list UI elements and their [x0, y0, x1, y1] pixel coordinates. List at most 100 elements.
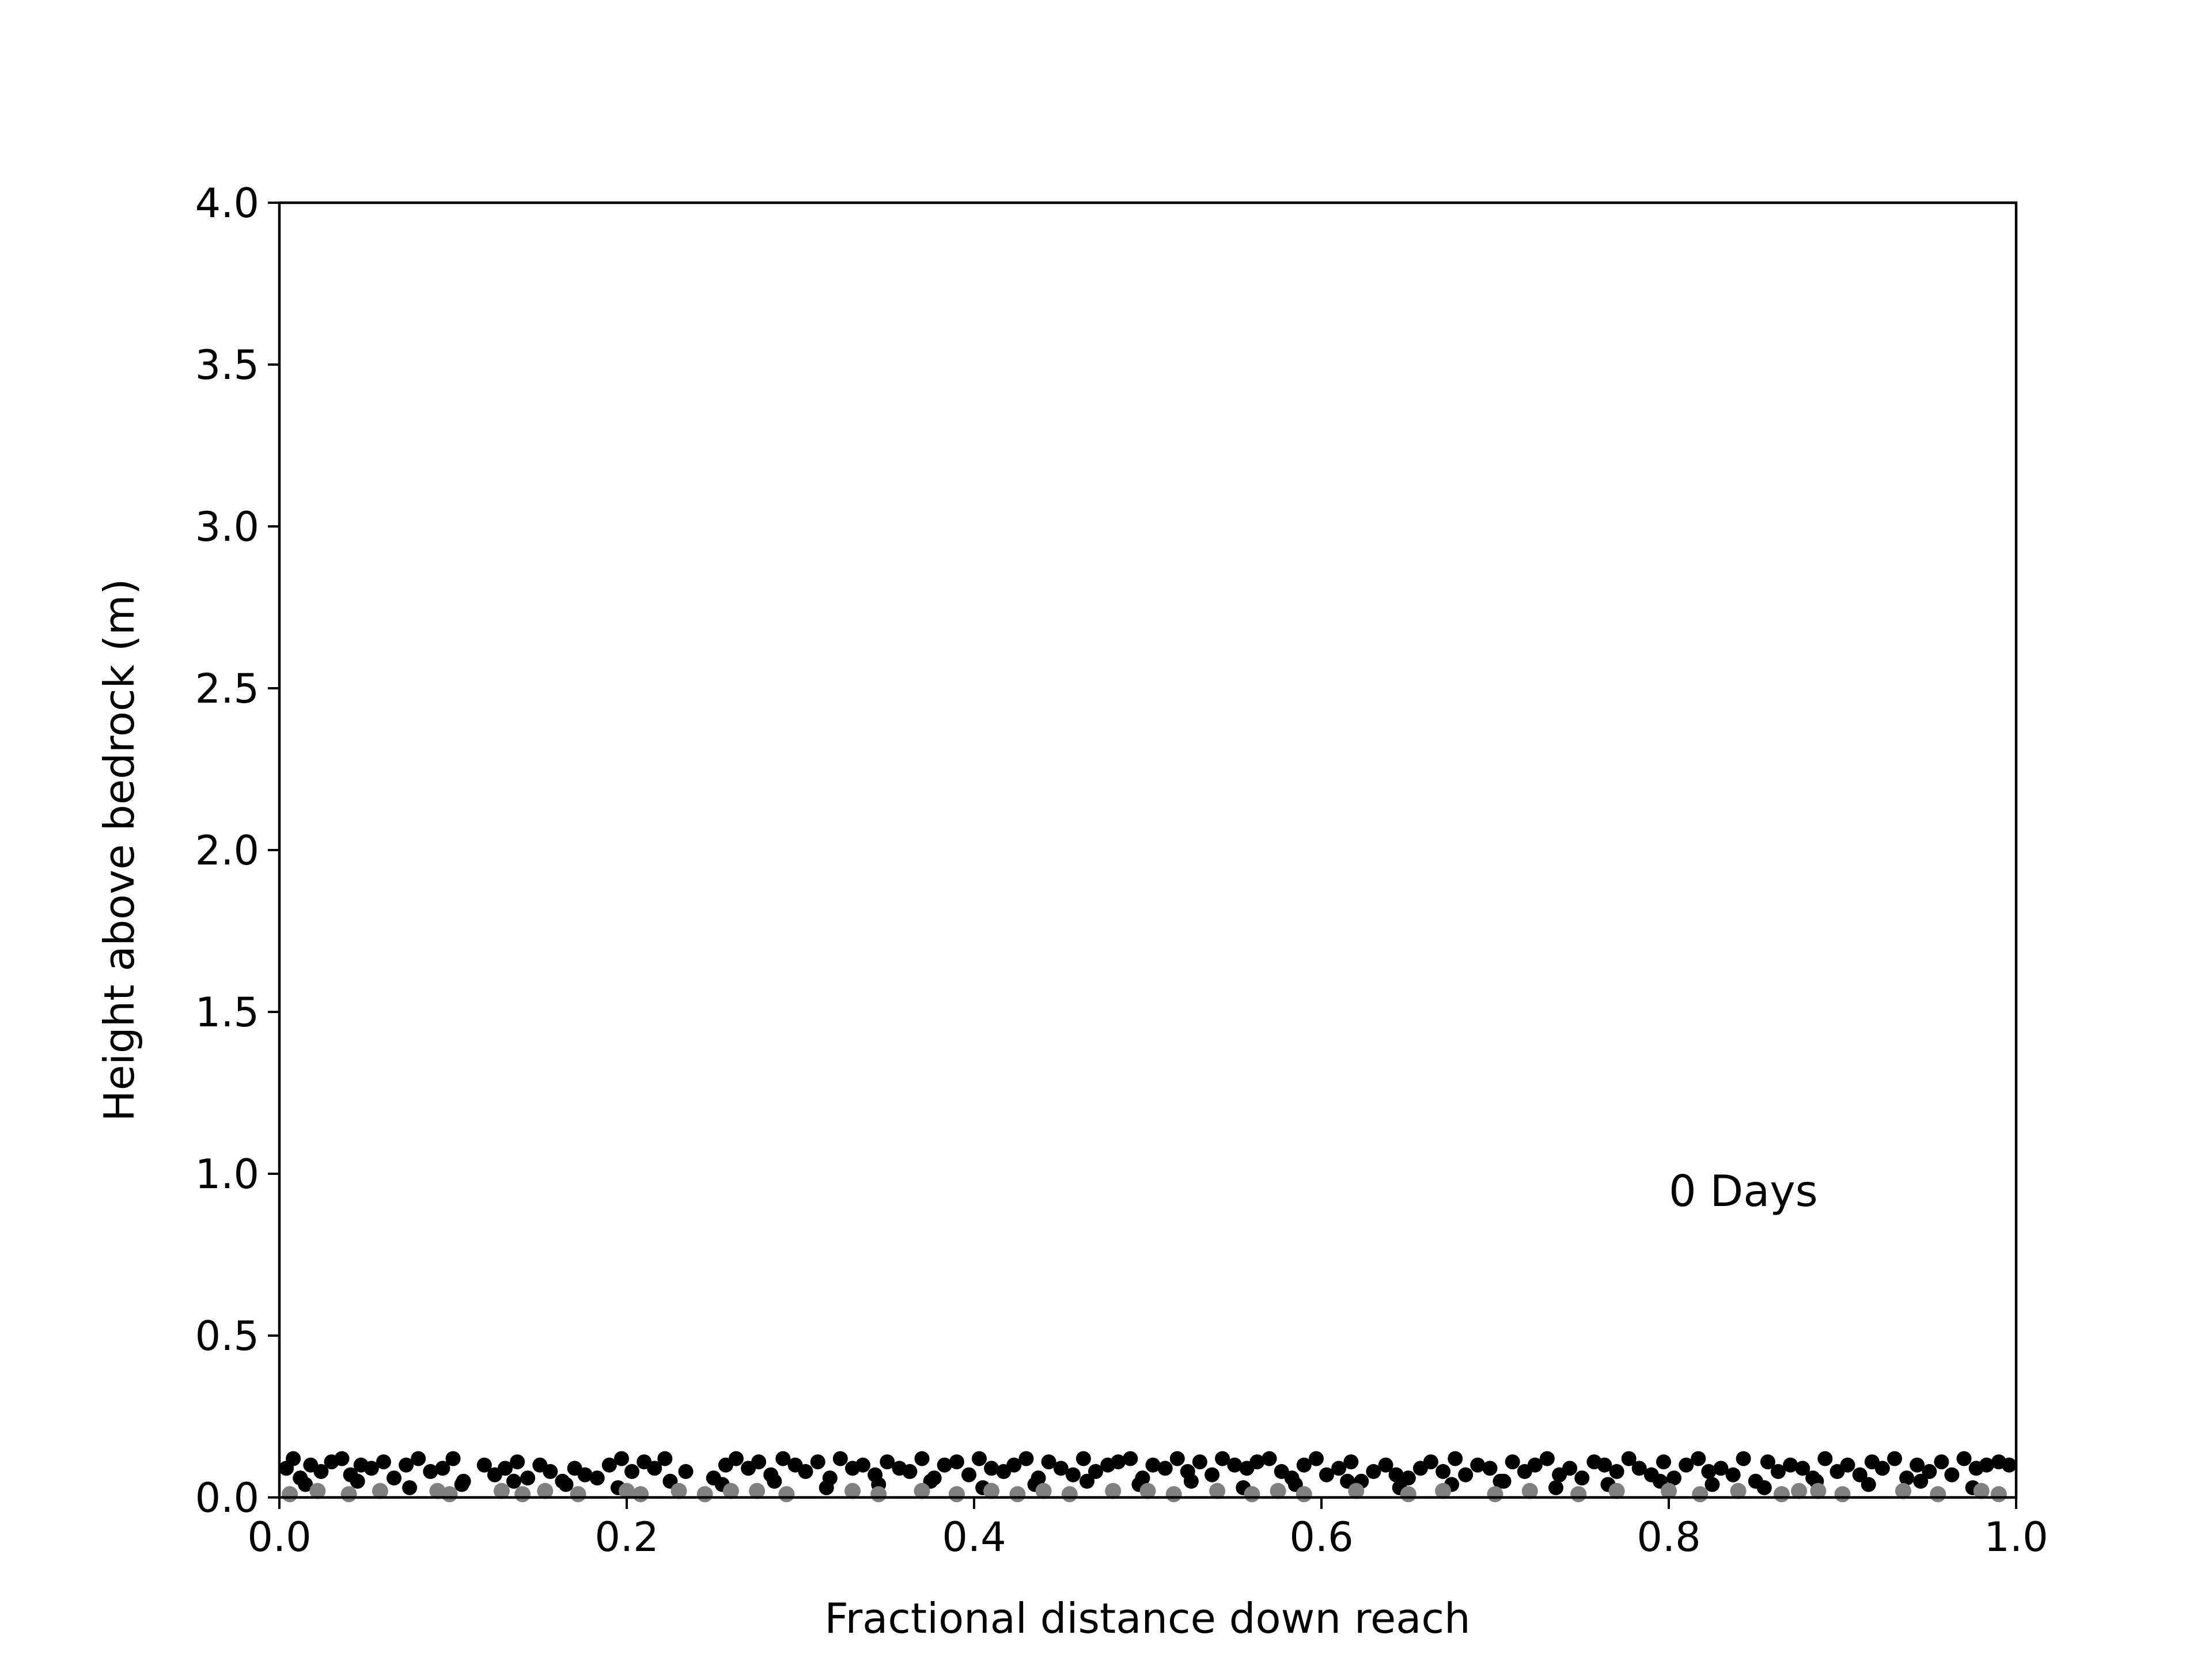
data-point: [1249, 1454, 1265, 1470]
data-point: [1539, 1451, 1555, 1466]
data-point: [619, 1482, 635, 1499]
data-point: [1035, 1482, 1052, 1499]
data-point: [1770, 1464, 1786, 1479]
data-point: [1834, 1486, 1851, 1503]
data-point: [832, 1451, 848, 1466]
data-point: [1934, 1454, 1949, 1470]
data-point: [1496, 1473, 1512, 1489]
data-point: [1061, 1486, 1078, 1503]
data-point: [1270, 1482, 1286, 1499]
data-point: [1725, 1467, 1741, 1482]
data-point: [376, 1454, 391, 1470]
data-point: [1400, 1486, 1416, 1503]
data-point: [520, 1470, 536, 1486]
data-point: [1105, 1482, 1122, 1499]
data-point: [1656, 1454, 1671, 1470]
data-point: [1343, 1454, 1359, 1470]
data-point: [1887, 1451, 1902, 1466]
data-point: [948, 1486, 965, 1503]
data-point: [1736, 1451, 1751, 1466]
data-point: [1521, 1482, 1538, 1499]
data-point: [1400, 1470, 1416, 1486]
data-point: [2001, 1457, 2017, 1473]
x-tick-label: 0.2: [594, 1514, 658, 1561]
data-point: [671, 1482, 687, 1499]
data-point: [1817, 1451, 1833, 1466]
data-point: [1730, 1482, 1747, 1499]
data-point: [983, 1482, 1000, 1499]
data-point: [1562, 1461, 1578, 1476]
data-point: [423, 1464, 438, 1479]
data-point: [1139, 1482, 1156, 1499]
data-point: [282, 1486, 298, 1503]
data-point: [632, 1486, 649, 1503]
data-point: [778, 1486, 795, 1503]
data-point: [1053, 1461, 1069, 1476]
y-tick-label: 4.0: [195, 180, 259, 227]
data-point: [1810, 1482, 1827, 1499]
data-point: [1209, 1482, 1226, 1499]
data-point: [1899, 1470, 1915, 1486]
data-point: [1470, 1457, 1486, 1473]
data-point: [870, 1486, 887, 1503]
data-point: [1874, 1461, 1890, 1476]
data-point: [1309, 1451, 1324, 1466]
data-point: [1913, 1473, 1929, 1489]
data-point: [1123, 1451, 1138, 1466]
data-point: [1910, 1457, 1925, 1473]
y-tick-label: 1.0: [195, 1151, 259, 1198]
data-point: [1388, 1467, 1404, 1482]
data-point: [506, 1473, 521, 1489]
data-point: [855, 1457, 870, 1473]
x-tick-label: 0.6: [1289, 1514, 1353, 1561]
data-point: [601, 1457, 617, 1473]
y-tick-label: 0.5: [195, 1313, 259, 1360]
data-point: [657, 1451, 673, 1466]
x-axis-label: Fractional distance down reach: [824, 1594, 1470, 1643]
data-point: [722, 1482, 739, 1499]
data-point: [880, 1454, 895, 1470]
points-layer: [279, 1451, 2017, 1503]
data-point: [1041, 1454, 1056, 1470]
data-point: [411, 1451, 426, 1466]
data-point: [1548, 1480, 1563, 1496]
data-point: [1065, 1467, 1081, 1482]
data-point: [1944, 1467, 1960, 1482]
data-point: [751, 1454, 767, 1470]
data-point: [350, 1473, 365, 1489]
data-point: [1505, 1454, 1520, 1470]
data-point: [1621, 1451, 1637, 1466]
data-point: [1006, 1457, 1022, 1473]
data-point: [543, 1464, 558, 1479]
data-point: [1861, 1477, 1876, 1492]
data-point: [844, 1482, 861, 1499]
data-point: [1783, 1457, 1798, 1473]
data-point: [1227, 1457, 1243, 1473]
data-point: [1956, 1451, 1972, 1466]
data-point: [1262, 1451, 1277, 1466]
data-point: [372, 1482, 388, 1499]
data-point: [1574, 1470, 1590, 1486]
data-point: [1756, 1480, 1772, 1496]
data-point: [647, 1461, 662, 1476]
data-point: [1075, 1451, 1091, 1466]
annotations: 0 Days: [1669, 1166, 1818, 1216]
data-point: [1705, 1477, 1720, 1492]
data-point: [1348, 1482, 1365, 1499]
data-point: [961, 1467, 976, 1482]
data-point: [429, 1482, 446, 1499]
data-point: [1840, 1457, 1855, 1473]
data-point: [728, 1451, 744, 1466]
data-point: [1378, 1457, 1393, 1473]
data-point: [1760, 1454, 1775, 1470]
data-point: [614, 1451, 629, 1466]
data-point: [678, 1464, 694, 1479]
data-point: [914, 1482, 930, 1499]
data-point: [1169, 1451, 1185, 1466]
data-point: [1145, 1457, 1161, 1473]
data-point: [1183, 1473, 1199, 1489]
data-point: [1366, 1464, 1381, 1479]
y-tick-label: 0.0: [195, 1474, 259, 1522]
x-tick-label: 0.4: [942, 1514, 1006, 1561]
